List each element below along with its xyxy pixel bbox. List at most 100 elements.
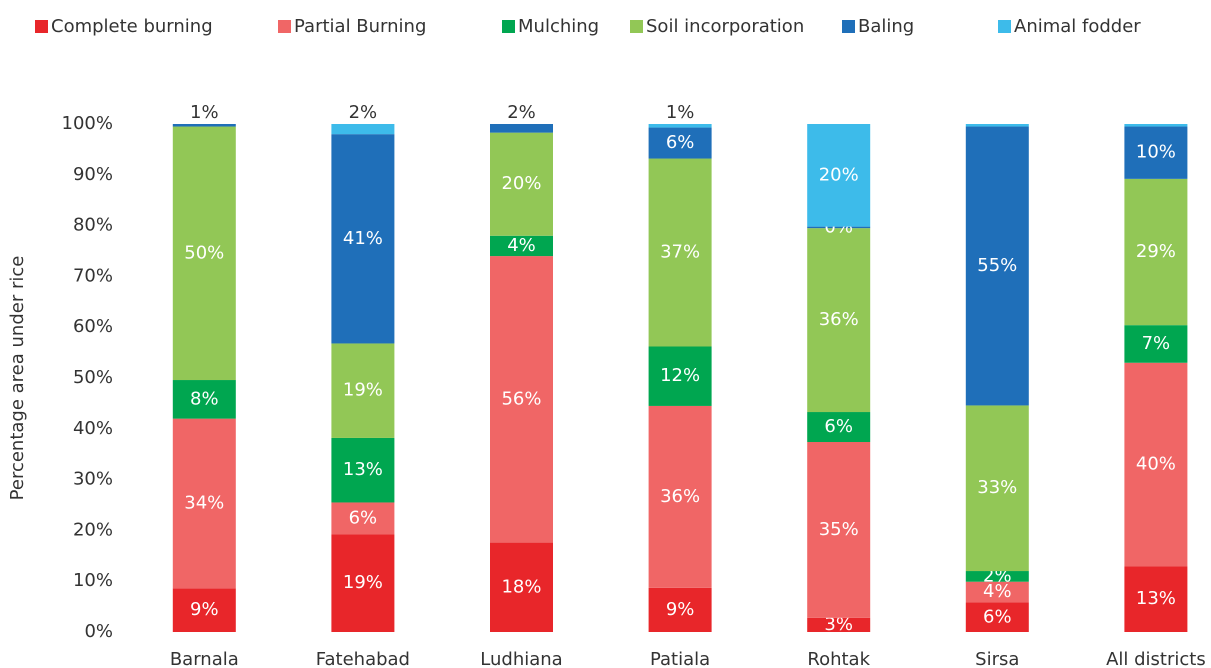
bar-segment xyxy=(331,502,395,535)
data-label: 13% xyxy=(343,459,383,480)
y-tick-label: 100% xyxy=(62,113,113,134)
data-label: 37% xyxy=(660,242,700,263)
legend-swatch xyxy=(278,20,291,33)
bar-segment xyxy=(490,235,553,257)
x-tick-label: Sirsa xyxy=(975,649,1019,668)
data-label: 34% xyxy=(184,492,224,513)
data-label: 41% xyxy=(343,228,383,249)
data-label: 9% xyxy=(666,599,695,620)
data-label: 33% xyxy=(977,477,1017,498)
bar-segment xyxy=(490,542,553,632)
y-tick-label: 30% xyxy=(73,469,113,490)
legend-swatch xyxy=(35,20,48,33)
data-label: 18% xyxy=(501,576,541,597)
bar-segment xyxy=(1124,325,1188,363)
legend-swatch xyxy=(502,20,515,33)
bar-segment xyxy=(807,617,871,632)
bar-segment xyxy=(172,418,236,589)
data-label: 35% xyxy=(819,519,859,540)
bar-segment xyxy=(331,124,395,135)
bar-segment xyxy=(648,346,712,406)
bar-segment xyxy=(1124,178,1188,326)
bar-segment xyxy=(965,571,1029,582)
data-label: 6% xyxy=(824,416,853,437)
bar-segment xyxy=(648,158,712,347)
y-tick-label: 60% xyxy=(73,316,113,337)
bar-segment xyxy=(807,228,871,413)
data-label: 10% xyxy=(1136,142,1176,163)
x-tick-label: Ludhiana xyxy=(480,649,562,668)
data-label: 2% xyxy=(349,102,378,123)
bar-segment xyxy=(1124,124,1188,127)
bar-segment xyxy=(1124,362,1188,567)
y-axis-title: Percentage area under rice xyxy=(7,256,28,501)
data-label: 20% xyxy=(501,173,541,194)
data-label: 4% xyxy=(507,235,536,256)
legend-label: Mulching xyxy=(518,16,599,37)
data-label: 3% xyxy=(824,614,853,635)
data-label: 12% xyxy=(660,365,700,386)
y-tick-label: 0% xyxy=(84,621,113,642)
bar-segment xyxy=(1124,566,1188,632)
bar-segment xyxy=(490,124,553,133)
data-label: 1% xyxy=(190,102,219,123)
data-label: 36% xyxy=(819,309,859,330)
bar-segment xyxy=(172,126,236,381)
bar-segment xyxy=(331,134,395,344)
data-label: 56% xyxy=(501,388,541,409)
y-tick-label: 80% xyxy=(73,215,113,236)
bar-segment xyxy=(490,256,553,543)
legend-label: Soil incorporation xyxy=(646,16,804,37)
bar-segment xyxy=(807,442,871,618)
data-label: 1% xyxy=(666,102,695,123)
bar-segment xyxy=(648,127,712,159)
x-tick-label: Fatehabad xyxy=(316,649,410,668)
data-label: 55% xyxy=(977,255,1017,276)
y-tick-label: 90% xyxy=(73,164,113,185)
bar-segment xyxy=(965,405,1029,572)
data-label: 6% xyxy=(349,507,378,528)
y-tick-label: 10% xyxy=(73,570,113,591)
data-label: 29% xyxy=(1136,241,1176,262)
bar-segment xyxy=(1124,126,1188,179)
data-label: 4% xyxy=(983,581,1012,602)
bar-segment xyxy=(172,124,236,127)
x-tick-label: Rohtak xyxy=(807,649,870,668)
data-label: 19% xyxy=(343,380,383,401)
bar-segment xyxy=(648,405,712,588)
bar-segment xyxy=(648,124,712,128)
legend-label: Baling xyxy=(858,16,914,37)
data-label: 9% xyxy=(190,599,219,620)
data-label: 6% xyxy=(983,606,1012,627)
data-label: 8% xyxy=(190,388,219,409)
legend-label: Partial Burning xyxy=(294,16,426,37)
data-label: 7% xyxy=(1142,333,1171,354)
data-label: 6% xyxy=(666,132,695,153)
data-label: 19% xyxy=(343,572,383,593)
data-label: 50% xyxy=(184,242,224,263)
legend-label: Animal fodder xyxy=(1014,16,1141,37)
bar-segment xyxy=(331,343,395,438)
bar-segment xyxy=(965,124,1029,127)
x-tick-label: Patiala xyxy=(650,649,710,668)
data-label: 20% xyxy=(819,164,859,185)
bar-segment xyxy=(807,124,871,227)
bar-segment xyxy=(331,437,395,503)
legend-swatch xyxy=(630,20,643,33)
bar-segment xyxy=(490,132,553,236)
legend-swatch xyxy=(998,20,1011,33)
data-label: 40% xyxy=(1136,454,1176,475)
data-label: 13% xyxy=(1136,588,1176,609)
bar-segment xyxy=(965,581,1029,603)
legend-swatch xyxy=(842,20,855,33)
bar-segment xyxy=(807,226,871,229)
y-tick-label: 40% xyxy=(73,418,113,439)
y-tick-label: 50% xyxy=(73,367,113,388)
bar-segment xyxy=(965,126,1029,406)
bar-segment xyxy=(172,380,236,419)
x-tick-label: Barnala xyxy=(170,649,239,668)
y-tick-label: 70% xyxy=(73,265,113,286)
y-tick-label: 20% xyxy=(73,519,113,540)
bar-segment xyxy=(807,412,871,443)
